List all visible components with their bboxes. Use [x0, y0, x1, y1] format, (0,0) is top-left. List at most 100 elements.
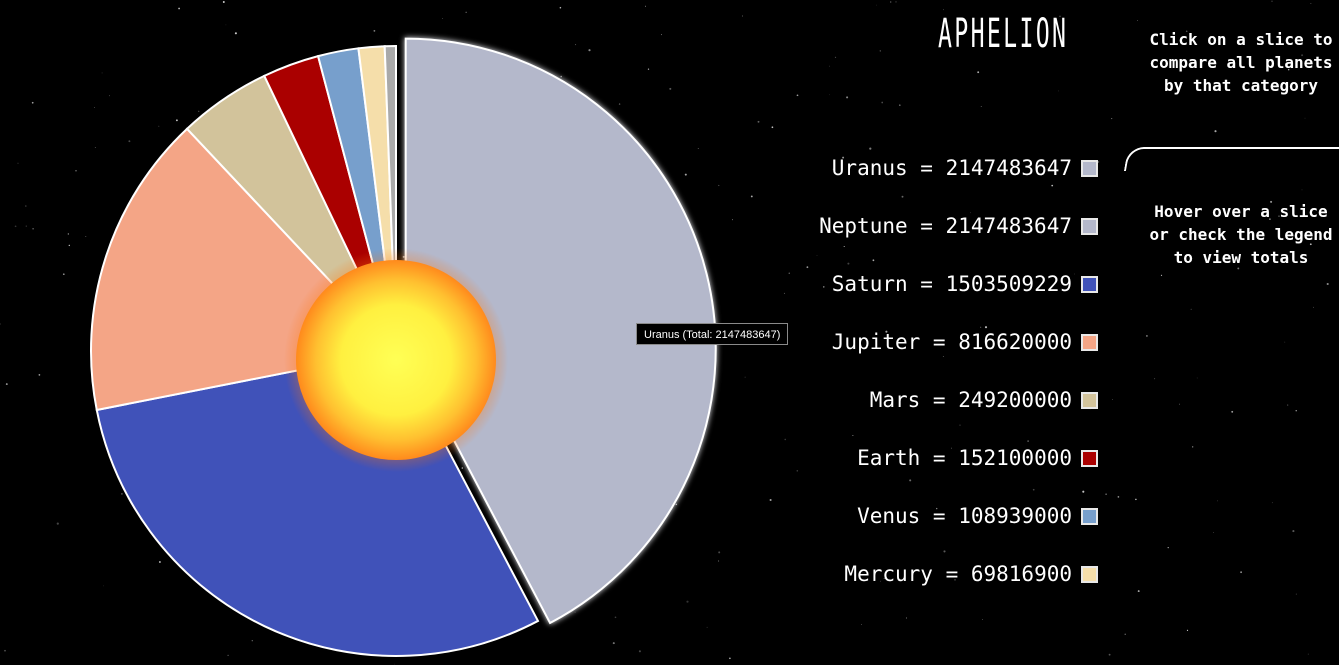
star [647, 68, 650, 70]
star [1058, 90, 1059, 92]
star [0, 323, 1, 325]
star [796, 470, 799, 472]
star [465, 11, 467, 13]
legend-item-jupiter[interactable]: Jupiter = 816620000 [819, 313, 1098, 371]
star [121, 493, 123, 495]
star [879, 50, 881, 52]
star [1186, 629, 1189, 632]
star [885, 330, 888, 333]
star [38, 374, 41, 376]
star [980, 106, 982, 107]
star [675, 503, 678, 506]
star [943, 550, 946, 553]
star [729, 657, 731, 660]
star [227, 654, 229, 657]
star [847, 262, 850, 265]
star [697, 148, 699, 149]
star [832, 168, 835, 170]
star [85, 236, 87, 237]
star [1082, 490, 1085, 493]
star [1240, 571, 1242, 574]
star [1124, 633, 1126, 635]
star [1137, 20, 1139, 22]
legend-swatch-earth [1081, 449, 1098, 467]
legend-item-saturn[interactable]: Saturn = 1503509229 [819, 255, 1098, 313]
pie-slice-uranus[interactable] [404, 37, 717, 625]
star [56, 522, 59, 525]
legend-item-mercury[interactable]: Mercury = 69816900 [819, 545, 1098, 603]
star [769, 498, 772, 502]
star [94, 107, 95, 108]
star [645, 5, 647, 7]
star [1292, 530, 1295, 533]
star [638, 650, 641, 653]
star [982, 619, 983, 620]
star [67, 233, 69, 235]
star [32, 228, 34, 230]
star [17, 162, 19, 164]
star [1213, 532, 1214, 533]
star [461, 467, 464, 469]
star [1188, 228, 1190, 230]
star [1216, 500, 1218, 502]
star [796, 94, 799, 97]
star [846, 96, 849, 99]
star [669, 87, 672, 90]
legend-item-venus[interactable]: Venus = 108939000 [819, 487, 1098, 545]
legend-item-neptune[interactable]: Neptune = 2147483647 [819, 197, 1098, 255]
star [1295, 410, 1297, 412]
legend: Uranus = 2147483647 Neptune = 2147483647 S… [819, 139, 1098, 603]
star [222, 1, 225, 3]
star [718, 184, 720, 187]
star [373, 29, 376, 32]
star [68, 244, 70, 247]
star [660, 34, 663, 36]
star [251, 640, 253, 642]
star [1044, 460, 1045, 462]
star [970, 212, 971, 214]
star [94, 147, 96, 148]
star [225, 24, 227, 26]
star [1051, 184, 1054, 187]
star [842, 156, 845, 159]
star [686, 600, 689, 603]
star [901, 195, 904, 198]
sun-icon [296, 260, 496, 460]
star [1027, 440, 1029, 442]
star [943, 9, 944, 11]
star [1179, 403, 1180, 405]
legend-item-mars[interactable]: Mars = 249200000 [819, 371, 1098, 429]
star [706, 626, 708, 628]
star [1310, 3, 1312, 4]
legend-label-uranus: Uranus = 2147483647 [831, 156, 1072, 180]
star [1326, 282, 1329, 286]
star [178, 7, 181, 10]
star [158, 561, 161, 563]
legend-item-uranus[interactable]: Uranus = 2147483647 [819, 139, 1098, 197]
legend-label-mars: Mars = 249200000 [869, 388, 1072, 412]
legend-item-earth[interactable]: Earth = 152100000 [819, 429, 1098, 487]
star [783, 292, 785, 294]
star [1192, 446, 1194, 448]
star [1137, 590, 1140, 593]
chart-title: APHELION [938, 11, 1069, 57]
star [718, 551, 721, 554]
legend-swatch-saturn [1081, 275, 1098, 293]
star [25, 205, 27, 207]
star [588, 49, 591, 52]
star [198, 110, 200, 112]
compare-hint-text: Click on a slice to compare all planets … [1149, 30, 1333, 95]
star [1196, 377, 1198, 379]
star [1231, 410, 1234, 413]
star [757, 120, 760, 123]
star [895, 1, 897, 3]
star [1112, 399, 1113, 400]
hint-divider [1123, 147, 1339, 171]
star [744, 376, 746, 378]
star [1278, 215, 1280, 217]
star [1154, 378, 1156, 380]
star [879, 580, 881, 582]
star [834, 56, 837, 59]
